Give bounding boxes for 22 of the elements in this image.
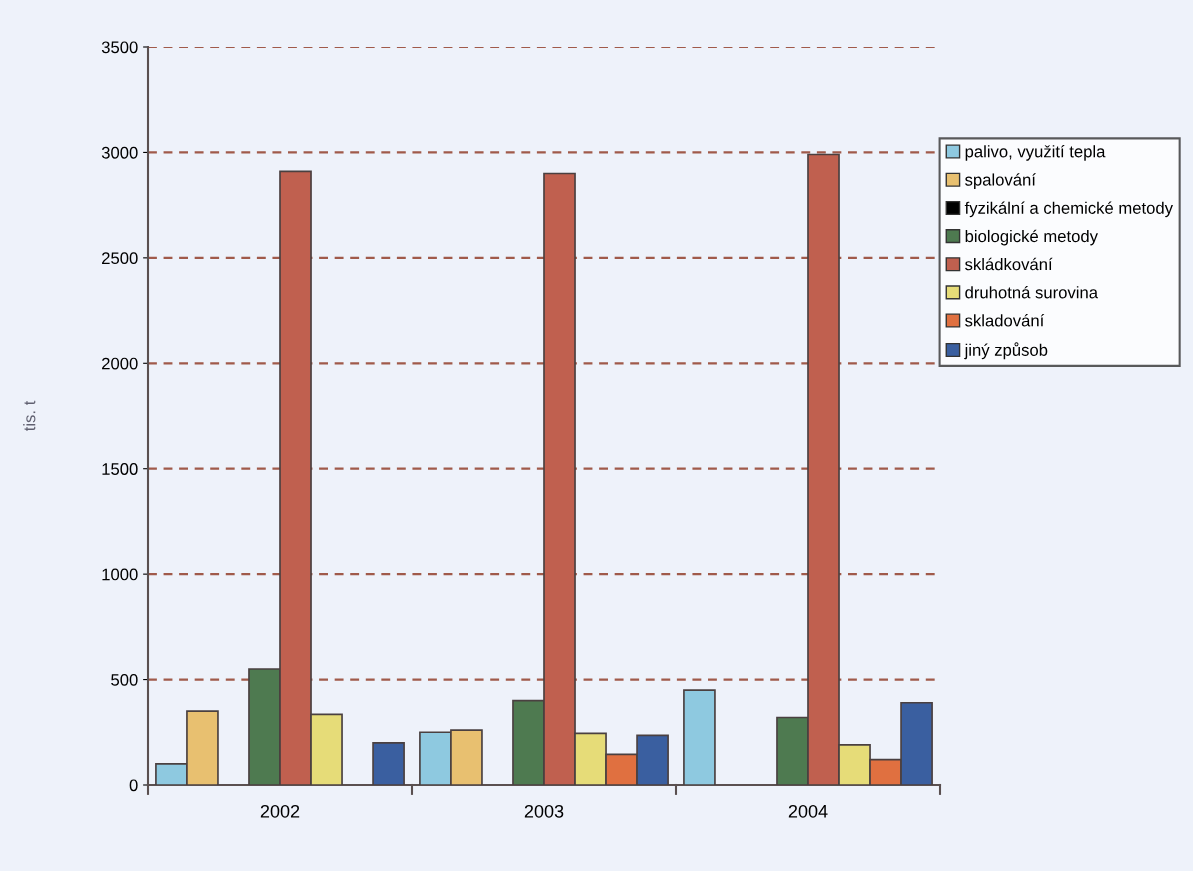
legend-label: palivo, využití tepla	[965, 145, 1106, 161]
legend-label: druhotná surovina	[965, 285, 1099, 299]
x-tick-label: 2004	[788, 804, 828, 818]
legend-label: skládkování	[965, 257, 1053, 271]
y-tick-label: 500	[111, 673, 138, 686]
bar	[683, 689, 716, 785]
y-tick-label: 2000	[102, 357, 138, 370]
y-tick-label: 2500	[102, 252, 138, 265]
y-tick-label: 3000	[101, 146, 138, 159]
y-tick-label: 0	[129, 779, 138, 792]
x-tick-label: 2002	[260, 804, 300, 818]
y-tick-label: 3500	[101, 41, 138, 54]
legend-label: fyzikální a chemické metody	[964, 201, 1173, 218]
y-tick-label: 1500	[102, 463, 138, 475]
y-tick-label: 1000	[102, 568, 138, 581]
y-axis-title: tis. t	[23, 400, 36, 432]
bar	[372, 741, 405, 785]
x-tick-label: 2003	[524, 804, 564, 818]
legend-label: skladování	[965, 314, 1045, 327]
legend-label: jiný způsob	[964, 342, 1048, 360]
legend-label: biologické metody	[965, 229, 1098, 246]
legend-label: spalování	[965, 173, 1036, 189]
